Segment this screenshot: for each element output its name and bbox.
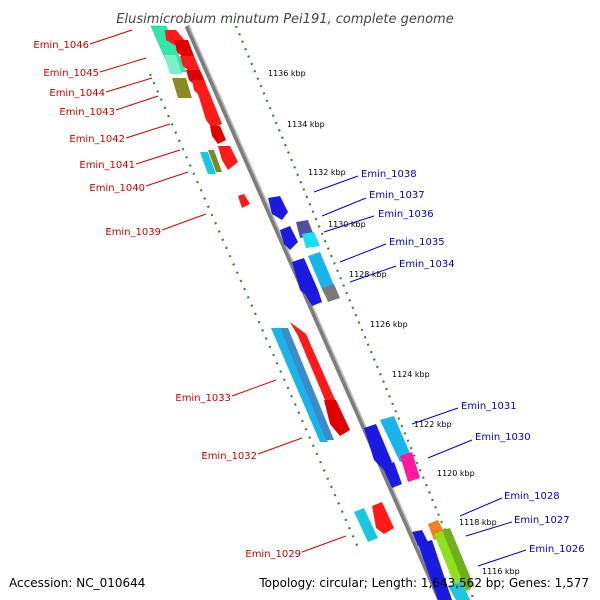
- gene-emin-1038[interactable]: [268, 196, 288, 220]
- gene-red-3[interactable]: [180, 56, 200, 72]
- gene-label-emin-1027[interactable]: Emin_1027: [514, 515, 570, 526]
- gene-label-emin-1029[interactable]: Emin_1029: [245, 549, 301, 560]
- gene-emin-1030[interactable]: [400, 452, 420, 482]
- tick-label: 1122 kbp: [414, 420, 452, 429]
- gene-emin-1026[interactable]: [412, 530, 428, 546]
- gene-label-emin-1026[interactable]: Emin_1026: [529, 544, 585, 555]
- gene-label-emin-1030[interactable]: Emin_1030: [475, 432, 531, 443]
- reverse-label-group: [313, 175, 527, 567]
- gene-emin-1035[interactable]: [292, 258, 318, 298]
- tick-label: 1134 kbp: [287, 120, 325, 129]
- genome-summary-text: Topology: circular; Length: 1,643,562 bp…: [258, 576, 589, 590]
- genome-backbone: [184, 24, 443, 600]
- gene-label-emin-1034[interactable]: Emin_1034: [399, 259, 455, 270]
- gene-label-emin-1032[interactable]: Emin_1032: [201, 451, 257, 462]
- forward-label-texts: Emin_1046 Emin_1045 Emin_1044 Emin_1043 …: [33, 40, 301, 560]
- accession-text: Accession: NC_010644: [9, 576, 145, 590]
- gene-label-emin-1044[interactable]: Emin_1044: [49, 88, 105, 99]
- gene-emin-1045[interactable]: [164, 55, 182, 74]
- gene-emin-1033[interactable]: [271, 328, 328, 442]
- gene-label-emin-1045[interactable]: Emin_1045: [43, 68, 99, 79]
- gene-red-8[interactable]: [218, 146, 238, 170]
- gene-red-7[interactable]: [210, 126, 226, 144]
- gene-red-10[interactable]: [372, 502, 394, 534]
- gene-small-blue[interactable]: [280, 226, 298, 250]
- gene-emin-1033-b[interactable]: [280, 328, 334, 440]
- gene-label-emin-1041[interactable]: Emin_1041: [79, 160, 135, 171]
- tick-label: 1136 kbp: [268, 69, 306, 78]
- gene-label-emin-1036[interactable]: Emin_1036: [378, 209, 434, 220]
- tick-label: 1118 kbp: [459, 518, 497, 527]
- gene-emin-1036[interactable]: [302, 232, 320, 248]
- gene-label-emin-1043[interactable]: Emin_1043: [59, 107, 115, 118]
- gene-red-2[interactable]: [174, 40, 194, 58]
- tick-label: 1128 kbp: [349, 270, 387, 279]
- genome-backbone-highlight: [188, 25, 443, 600]
- gene-blue-arrow[interactable]: [304, 290, 322, 306]
- gene-emin-1034[interactable]: [308, 252, 336, 294]
- tick-label: 1120 kbp: [437, 469, 475, 478]
- forward-label-group: [89, 29, 347, 553]
- tick-label: 1116 kbp: [482, 567, 520, 576]
- tick-label: 1126 kbp: [370, 320, 408, 329]
- gene-label-emin-1033[interactable]: Emin_1033: [175, 393, 231, 404]
- gene-emin-1041[interactable]: [200, 152, 216, 174]
- gene-emin-1027[interactable]: [434, 530, 470, 594]
- gene-label-emin-1035[interactable]: Emin_1035: [389, 237, 445, 248]
- forward-genes: [150, 25, 394, 542]
- gene-label-emin-1046[interactable]: Emin_1046: [33, 40, 89, 51]
- gene-teal-tail[interactable]: [448, 582, 470, 600]
- map-title: Elusimicrobium minutum Pei191, complete …: [116, 12, 453, 27]
- gene-emin-1027-b[interactable]: [442, 528, 474, 590]
- gene-blue-2[interactable]: [382, 462, 402, 488]
- gene-red-6[interactable]: [198, 94, 222, 128]
- gene-red-5[interactable]: [192, 80, 210, 96]
- gene-label-emin-1028[interactable]: Emin_1028: [504, 491, 560, 502]
- tick-label: 1132 kbp: [308, 168, 346, 177]
- reverse-label-texts: Emin_1038 Emin_1037 Emin_1036 Emin_1035 …: [361, 169, 585, 555]
- gene-emin-1044[interactable]: [172, 78, 192, 98]
- gene-label-emin-1040[interactable]: Emin_1040: [89, 183, 145, 194]
- gene-label-emin-1037[interactable]: Emin_1037: [369, 190, 425, 201]
- gene-emin-1031[interactable]: [364, 424, 392, 470]
- gene-red-9[interactable]: [324, 400, 350, 436]
- gene-emin-1034-grey[interactable]: [322, 284, 340, 302]
- gene-label-emin-1031[interactable]: Emin_1031: [461, 401, 517, 412]
- gene-label-emin-1042[interactable]: Emin_1042: [69, 134, 125, 145]
- gene-label-emin-1038[interactable]: Emin_1038: [361, 169, 417, 180]
- reverse-genes: [268, 196, 474, 600]
- gene-emin-1041-b[interactable]: [208, 150, 222, 172]
- gene-emin-1026-b[interactable]: [418, 540, 452, 600]
- gene-emin-1029[interactable]: [354, 508, 378, 542]
- inner-tick-rail: [148, 73, 362, 553]
- gene-emin-1039[interactable]: [238, 194, 250, 208]
- gene-label-emin-1039[interactable]: Emin_1039: [105, 227, 161, 238]
- gene-emin-1031-b[interactable]: [380, 416, 412, 462]
- tick-label: 1124 kbp: [392, 370, 430, 379]
